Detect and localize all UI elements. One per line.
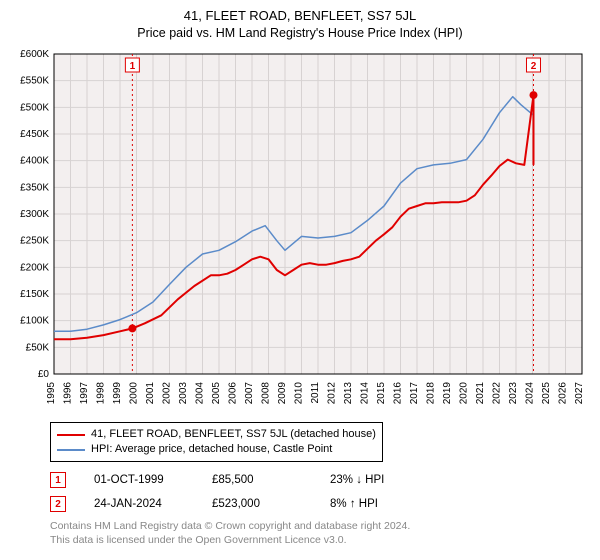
marker-delta: 23% ↓ HPI xyxy=(330,474,420,486)
svg-text:2005: 2005 xyxy=(211,382,222,405)
svg-text:2017: 2017 xyxy=(409,382,420,405)
svg-text:2012: 2012 xyxy=(327,382,338,405)
svg-text:£250K: £250K xyxy=(20,236,49,247)
marker-price: £523,000 xyxy=(212,498,302,510)
marker-row: 1 01-OCT-1999 £85,500 23% ↓ HPI xyxy=(50,472,590,488)
svg-text:2016: 2016 xyxy=(393,382,404,405)
marker-price: £85,500 xyxy=(212,474,302,486)
svg-text:2026: 2026 xyxy=(558,382,569,405)
svg-text:£500K: £500K xyxy=(20,102,49,113)
svg-text:£600K: £600K xyxy=(20,49,49,60)
marker-date: 24-JAN-2024 xyxy=(94,498,184,510)
svg-text:£300K: £300K xyxy=(20,209,49,220)
legend-item: 41, FLEET ROAD, BENFLEET, SS7 5JL (detac… xyxy=(57,427,376,442)
marker-delta: 8% ↑ HPI xyxy=(330,498,420,510)
marker-index-box: 2 xyxy=(50,496,66,512)
svg-text:£400K: £400K xyxy=(20,156,49,167)
svg-text:2014: 2014 xyxy=(360,382,371,405)
svg-text:£550K: £550K xyxy=(20,76,49,87)
marker-table: 1 01-OCT-1999 £85,500 23% ↓ HPI 2 24-JAN-2024… xyxy=(50,472,590,512)
svg-text:£450K: £450K xyxy=(20,129,49,140)
svg-text:2002: 2002 xyxy=(162,382,173,405)
svg-text:£50K: £50K xyxy=(26,342,50,353)
svg-text:2018: 2018 xyxy=(426,382,437,405)
legend-label: HPI: Average price, detached house, Cast… xyxy=(91,442,332,457)
svg-text:£0: £0 xyxy=(38,369,50,380)
svg-text:2027: 2027 xyxy=(574,382,585,405)
svg-text:1996: 1996 xyxy=(63,382,74,405)
legend-label: 41, FLEET ROAD, BENFLEET, SS7 5JL (detac… xyxy=(91,427,376,442)
svg-text:2024: 2024 xyxy=(525,382,536,405)
svg-text:2019: 2019 xyxy=(442,382,453,405)
svg-text:2003: 2003 xyxy=(178,382,189,405)
legend: 41, FLEET ROAD, BENFLEET, SS7 5JL (detac… xyxy=(50,422,383,462)
svg-text:2006: 2006 xyxy=(228,382,239,405)
svg-text:1999: 1999 xyxy=(112,382,123,405)
svg-text:2000: 2000 xyxy=(129,382,140,405)
svg-text:1995: 1995 xyxy=(46,382,57,405)
footer-attribution: Contains HM Land Registry data © Crown c… xyxy=(50,520,590,547)
svg-text:2010: 2010 xyxy=(294,382,305,405)
marker-row: 2 24-JAN-2024 £523,000 8% ↑ HPI xyxy=(50,496,590,512)
marker-date: 01-OCT-1999 xyxy=(94,474,184,486)
marker-index-box: 1 xyxy=(50,472,66,488)
svg-text:2022: 2022 xyxy=(492,382,503,405)
svg-text:£150K: £150K xyxy=(20,289,49,300)
svg-text:2021: 2021 xyxy=(475,382,486,405)
svg-text:2004: 2004 xyxy=(195,382,206,405)
svg-text:2009: 2009 xyxy=(277,382,288,405)
svg-text:2025: 2025 xyxy=(541,382,552,405)
legend-item: HPI: Average price, detached house, Cast… xyxy=(57,442,376,457)
svg-text:2020: 2020 xyxy=(459,382,470,405)
svg-text:2: 2 xyxy=(531,61,537,72)
page-title: 41, FLEET ROAD, BENFLEET, SS7 5JL xyxy=(10,8,590,23)
svg-text:2011: 2011 xyxy=(310,382,321,404)
svg-text:£350K: £350K xyxy=(20,182,49,193)
svg-text:2008: 2008 xyxy=(261,382,272,405)
page-subtitle: Price paid vs. HM Land Registry's House … xyxy=(10,26,590,40)
svg-text:2001: 2001 xyxy=(145,382,156,405)
svg-text:2013: 2013 xyxy=(343,382,354,405)
legend-swatch xyxy=(57,434,85,436)
svg-text:1997: 1997 xyxy=(79,382,90,405)
svg-text:£100K: £100K xyxy=(20,316,49,327)
svg-text:2015: 2015 xyxy=(376,382,387,405)
footer-line: Contains HM Land Registry data © Crown c… xyxy=(50,520,590,534)
price-chart: £0 £50K £100K £150K £200K £250K £300K £350K £400… xyxy=(10,46,590,414)
svg-text:2007: 2007 xyxy=(244,382,255,405)
svg-text:2023: 2023 xyxy=(508,382,519,405)
legend-swatch xyxy=(57,449,85,451)
svg-text:£200K: £200K xyxy=(20,262,49,273)
footer-line: This data is licensed under the Open Gov… xyxy=(50,534,590,548)
svg-text:1: 1 xyxy=(130,61,136,72)
svg-text:1998: 1998 xyxy=(96,382,107,405)
